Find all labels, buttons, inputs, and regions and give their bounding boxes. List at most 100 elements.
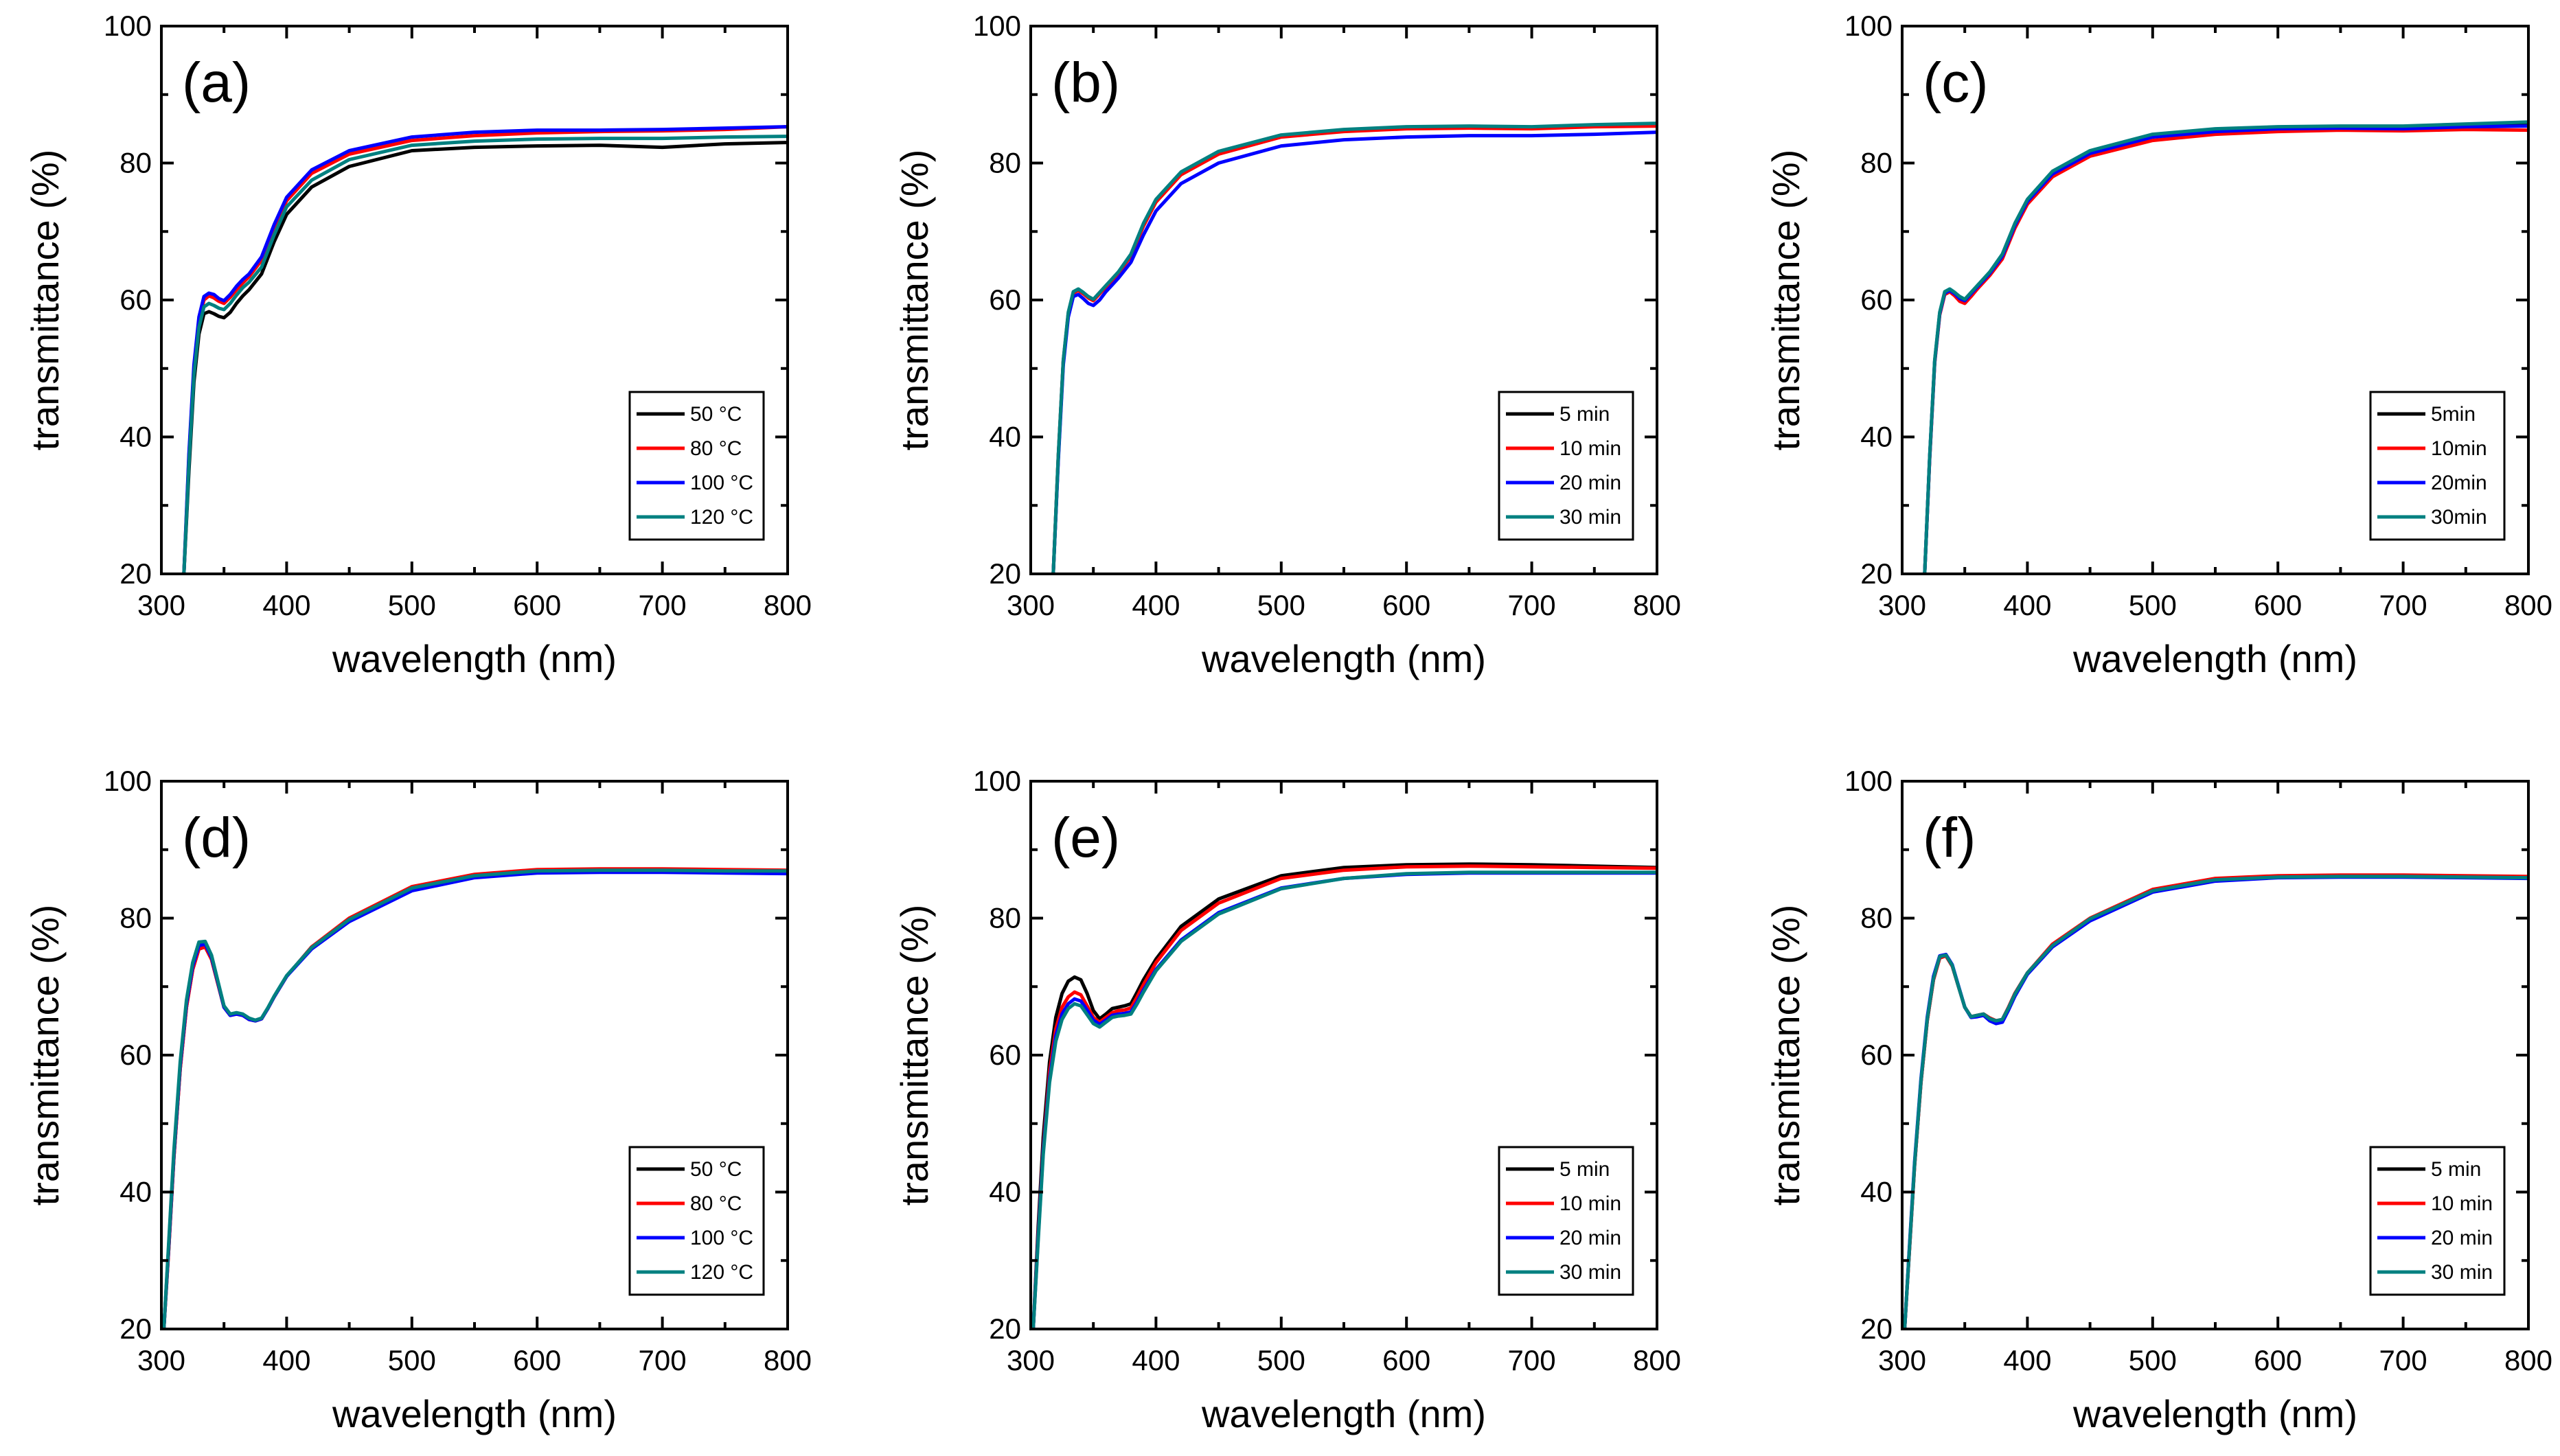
y-tick-label: 40 [989,421,1021,453]
x-axis-title: wavelength (nm) [332,1392,617,1435]
y-tick-label: 40 [1860,421,1893,453]
y-tick-label: 60 [1860,284,1893,316]
x-tick-label: 800 [2504,589,2552,621]
y-tick-label: 100 [1844,10,1893,42]
x-tick-label: 600 [2254,589,2302,621]
x-tick-label: 500 [388,589,436,621]
x-tick-label: 300 [1007,589,1055,621]
x-tick-label: 500 [2129,589,2177,621]
legend-label-2: 10 min [1559,437,1621,460]
y-tick-label: 80 [989,902,1021,934]
y-axis-title: transmittance (%) [1764,905,1807,1206]
y-tick-label: 20 [1860,557,1893,590]
y-tick-label: 20 [1860,1313,1893,1345]
chart-panel-3: 300 400 500 600 700 800 20 40 60 80 100 wavelength … [1764,10,2552,680]
legend-label-4: 30 min [1559,506,1621,529]
y-tick-label: 40 [1860,1176,1893,1208]
x-tick-label: 600 [1382,589,1430,621]
legend: 50 °C 80 °C 100 °C 120 °C [628,1146,765,1296]
legend-label-1: 5 min [2431,1158,2481,1181]
legend-box [628,1146,765,1296]
legend-label-3: 20min [2431,472,2487,494]
y-tick-label: 100 [973,765,1021,797]
legend-label-3: 100 °C [690,1227,753,1249]
x-tick-label: 800 [764,1344,812,1376]
legend-label-2: 10 min [1559,1192,1621,1215]
x-tick-label: 700 [1508,589,1556,621]
x-tick-label: 400 [1132,1344,1180,1376]
x-tick-label: 700 [639,589,687,621]
series-line-4 [1051,122,1657,574]
x-axis-title: wavelength (nm) [2072,1392,2357,1435]
series-group [1923,120,2528,574]
x-tick-label: 800 [2504,1344,2552,1376]
x-tick-label: 700 [2379,589,2427,621]
y-tick-label: 20 [119,1313,152,1345]
x-tick-label: 700 [1508,1344,1556,1376]
legend-label-3: 20 min [1559,472,1621,494]
y-tick-label: 80 [1860,147,1893,179]
x-tick-label: 500 [1257,1344,1305,1376]
legend-label-2: 10min [2431,437,2487,460]
legend-label-4: 30 min [1559,1261,1621,1284]
series-line-3 [182,125,788,574]
x-axis-title: wavelength (nm) [1201,637,1486,680]
series-line-4 [1031,870,1657,1329]
legend: 5 min 10 min 20 min 30 min [1498,1146,1634,1296]
legend-box [2369,391,2506,541]
legend: 5 min 10 min 20 min 30 min [2369,1146,2506,1296]
y-tick-label: 80 [1860,902,1893,934]
legend: 50 °C 80 °C 100 °C 120 °C [628,391,765,541]
y-tick-label: 60 [119,284,152,316]
y-axis-title: transmittance (%) [23,905,67,1206]
x-tick-label: 500 [1257,589,1305,621]
x-tick-label: 400 [262,1344,310,1376]
panel-label: (a) [182,51,251,114]
x-tick-label: 300 [1878,1344,1926,1376]
panel-label: (b) [1051,51,1120,114]
legend-label-1: 50 °C [690,403,742,426]
x-tick-label: 600 [2254,1344,2302,1376]
series-group [1903,873,2528,1329]
chart-panel-5: 300 400 500 600 700 800 20 40 60 80 100 wavelength … [893,765,1681,1435]
legend-label-3: 20 min [1559,1227,1621,1249]
series-group [162,867,788,1329]
x-tick-label: 300 [1007,1344,1055,1376]
legend-box [628,391,765,541]
y-axis-title: transmittance (%) [23,150,67,451]
x-tick-label: 500 [2129,1344,2177,1376]
legend-label-4: 120 °C [690,1261,753,1284]
x-tick-label: 500 [388,1344,436,1376]
legend-label-3: 20 min [2431,1227,2493,1249]
y-tick-label: 100 [1844,765,1893,797]
series-group [1051,122,1657,574]
x-tick-label: 400 [2003,1344,2051,1376]
y-tick-label: 80 [989,147,1021,179]
legend-label-4: 30 min [2431,1261,2493,1284]
y-tick-label: 60 [989,1039,1021,1071]
y-tick-label: 60 [989,284,1021,316]
x-tick-label: 400 [2003,589,2051,621]
y-tick-label: 20 [119,557,152,590]
y-tick-label: 40 [119,1176,152,1208]
series-line-4 [1923,120,2528,574]
chart-panel-2: 300 400 500 600 700 800 20 40 60 80 100 wavelength … [893,10,1681,680]
x-tick-label: 400 [1132,589,1180,621]
x-tick-label: 300 [137,589,185,621]
x-tick-label: 600 [513,589,561,621]
y-tick-label: 40 [989,1176,1021,1208]
y-tick-label: 100 [104,10,152,42]
x-axis-title: wavelength (nm) [1201,1392,1486,1435]
chart-panel-4: 300 400 500 600 700 800 20 40 60 80 100 wavelength … [23,765,812,1435]
series-line-1 [1031,862,1657,1329]
series-line-2 [1031,864,1657,1329]
series-group [1031,862,1657,1329]
legend-label-4: 30min [2431,506,2487,529]
legend-label-1: 5 min [1559,1158,1610,1181]
y-tick-label: 40 [119,421,152,453]
y-tick-label: 100 [104,765,152,797]
x-tick-label: 300 [1878,589,1926,621]
chart-panel-1: 300 400 500 600 700 800 20 40 60 80 100 wavelength … [23,10,812,680]
